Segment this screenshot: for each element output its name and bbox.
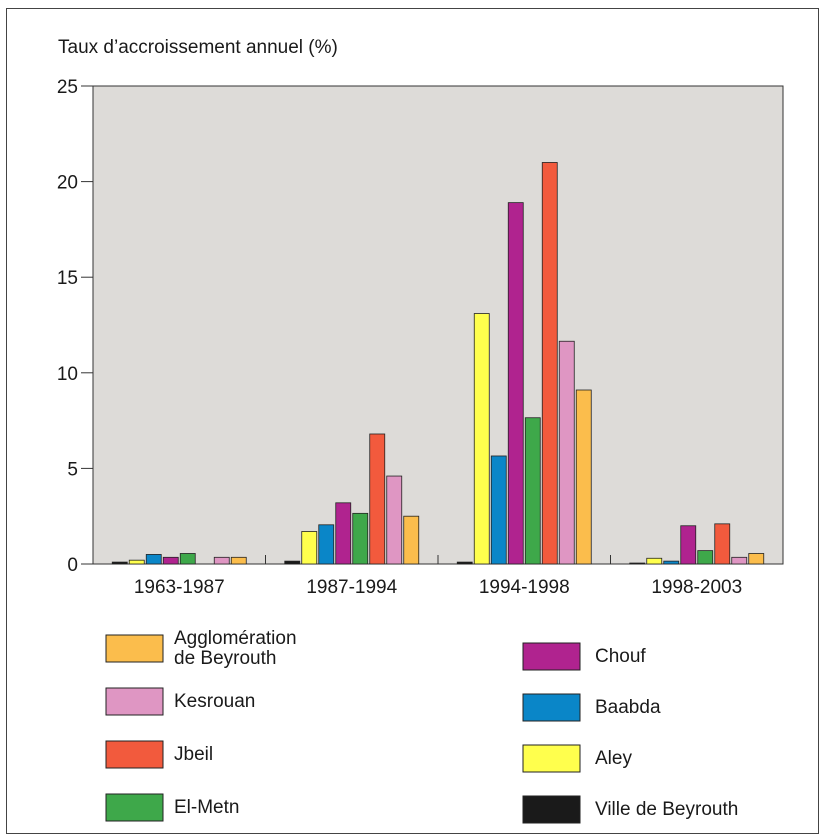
bar-chouf-1998-2003 (680, 525, 697, 565)
y-tick-label: 20 (57, 173, 78, 194)
x-tick-label: 1998-2003 (651, 577, 742, 598)
legend-label: Jbeil (174, 744, 213, 765)
legend-label: Baabda (595, 697, 661, 718)
legend-swatch (105, 634, 164, 663)
bars (111, 162, 765, 565)
bar-jbeil-1994-1998 (541, 162, 558, 565)
legend-label: Agglomération (174, 628, 297, 649)
bar-baabda-1994-1998 (490, 455, 507, 565)
legend-swatch (522, 744, 581, 773)
bar-baabda-1963-1987 (145, 554, 162, 565)
bar-kesrouan-1963-1987 (213, 556, 230, 565)
y-tick-label: 15 (57, 268, 78, 289)
bar-aley-1987-1994 (301, 531, 318, 565)
bar-ville-de-beyrouth-1994-1998 (456, 561, 473, 565)
legend-label: El-Metn (174, 797, 239, 818)
bar-agglom-ration-de-beyrouth-1987-1994 (403, 515, 420, 565)
bar-el-metn-1994-1998 (524, 417, 541, 565)
x-tick-label: 1987-1994 (306, 577, 397, 598)
bar-aley-1963-1987 (128, 559, 145, 565)
x-tick-label: 1963-1987 (134, 577, 225, 598)
legend-label: de Beyrouth (174, 648, 276, 669)
legend-label: Ville de Beyrouth (595, 799, 738, 820)
bar-chouf-1987-1994 (335, 502, 352, 565)
legend-swatch (522, 642, 581, 671)
bar-ville-de-beyrouth-1998-2003 (629, 562, 646, 565)
y-axis-label: Taux d’accroissement annuel (%) (58, 37, 338, 58)
bar-kesrouan-1987-1994 (386, 475, 403, 565)
bar-aley-1994-1998 (473, 313, 490, 565)
y-tick-label: 25 (57, 77, 78, 98)
bar-agglom-ration-de-beyrouth-1963-1987 (230, 556, 247, 565)
y-axis: 0 5 10 15 20 25 (57, 77, 93, 576)
legend-label: Kesrouan (174, 691, 255, 712)
bar-chouf-1963-1987 (162, 556, 179, 565)
bar-chouf-1994-1998 (507, 202, 524, 565)
x-axis: 1963-1987 1987-1994 1994-1998 1998-2003 (134, 555, 742, 598)
y-tick-label: 5 (67, 459, 78, 480)
bar-ville-de-beyrouth-1963-1987 (111, 561, 128, 565)
legend-swatch (105, 793, 164, 822)
legend-label: Chouf (595, 646, 646, 667)
legend-swatch (522, 693, 581, 722)
bar-baabda-1987-1994 (318, 524, 335, 565)
bar-agglom-ration-de-beyrouth-1994-1998 (575, 389, 592, 565)
bar-aley-1998-2003 (646, 557, 663, 565)
legend-swatch (105, 687, 164, 716)
y-tick-label: 0 (67, 555, 78, 576)
bar-ville-de-beyrouth-1987-1994 (284, 560, 301, 565)
bar-kesrouan-1994-1998 (558, 340, 575, 565)
legend-label: Aley (595, 748, 632, 769)
bar-el-metn-1963-1987 (179, 553, 196, 565)
legend-swatch (105, 740, 164, 769)
bar-el-metn-1998-2003 (697, 550, 714, 565)
legend-swatch (522, 795, 581, 824)
bar-el-metn-1987-1994 (352, 512, 369, 565)
plot-area (92, 85, 784, 565)
bar-jbeil-1987-1994 (369, 433, 386, 565)
bar-kesrouan-1998-2003 (731, 556, 748, 565)
x-tick-label: 1994-1998 (479, 577, 570, 598)
bar-jbeil-1998-2003 (714, 523, 731, 565)
y-tick-label: 10 (57, 364, 78, 385)
bar-agglom-ration-de-beyrouth-1998-2003 (748, 553, 765, 565)
bar-baabda-1998-2003 (663, 560, 680, 565)
